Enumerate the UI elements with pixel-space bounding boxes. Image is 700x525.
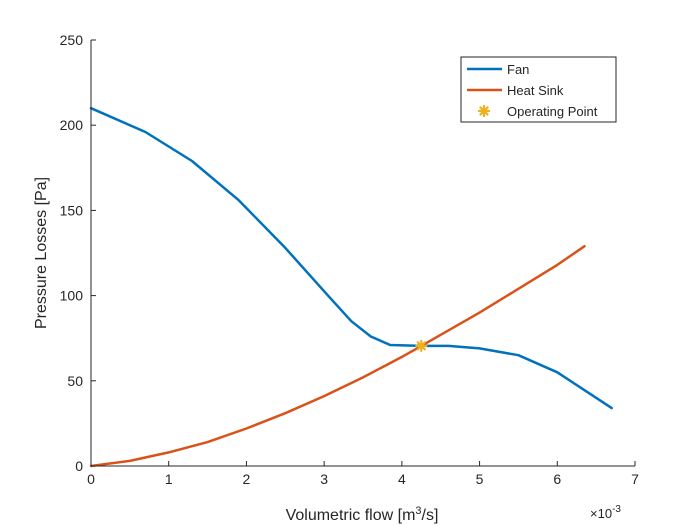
y-tick-label: 0 <box>75 458 83 474</box>
operating-point-marker <box>415 339 428 352</box>
x-tick-label: 5 <box>476 471 484 487</box>
marker-layer <box>415 339 428 352</box>
legend-entry-operating-point: Operating Point <box>477 104 598 119</box>
x-axis-exponent: ×10-3 <box>590 504 621 521</box>
x-axis-exponent-base: ×10 <box>590 506 612 521</box>
x-tick-label: 4 <box>398 471 406 487</box>
x-ticks: 0 1 2 3 4 5 6 7 <box>87 461 639 487</box>
y-tick-label: 100 <box>60 288 84 304</box>
legend-label-fan: Fan <box>507 62 529 77</box>
x-axis-label-suffix: /s] <box>422 507 439 524</box>
series-line-heat-sink <box>89 244 586 468</box>
y-tick-label: 150 <box>60 202 84 218</box>
x-tick-label: 3 <box>320 471 328 487</box>
legend-label-operating-point: Operating Point <box>507 104 598 119</box>
x-tick-label: 2 <box>243 471 251 487</box>
y-axis-label: Pressure Losses [Pa] <box>33 177 50 329</box>
x-tick-label: 1 <box>165 471 173 487</box>
x-axis-label-sup: 3 <box>415 505 421 517</box>
legend-entry-fan: Fan <box>467 62 529 77</box>
x-axis-label-prefix: Volumetric flow [m <box>286 507 416 524</box>
series-layer <box>89 106 613 468</box>
legend-entry-heat-sink: Heat Sink <box>467 83 564 98</box>
y-ticks: 0 50 100 150 200 250 <box>60 32 96 474</box>
series-line-fan <box>89 106 613 410</box>
operating-point-marker-core <box>418 343 425 349</box>
legend-operating-point-marker-core <box>481 108 487 114</box>
x-tick-label: 6 <box>553 471 561 487</box>
legend-operating-point-marker <box>477 104 491 118</box>
legend: Fan Heat Sink Operating Point <box>460 56 617 123</box>
x-axis-exponent-power: -3 <box>612 504 621 515</box>
legend-swatch-operating-point <box>477 104 491 118</box>
y-tick-label: 250 <box>60 32 84 48</box>
y-tick-label: 50 <box>67 373 83 389</box>
x-tick-label: 0 <box>87 471 95 487</box>
x-tick-label: 7 <box>631 471 639 487</box>
x-axis-label: Volumetric flow [m3/s] <box>286 505 439 524</box>
axes <box>90 40 635 467</box>
legend-label-heat-sink: Heat Sink <box>507 83 564 98</box>
y-tick-label: 200 <box>60 117 84 133</box>
